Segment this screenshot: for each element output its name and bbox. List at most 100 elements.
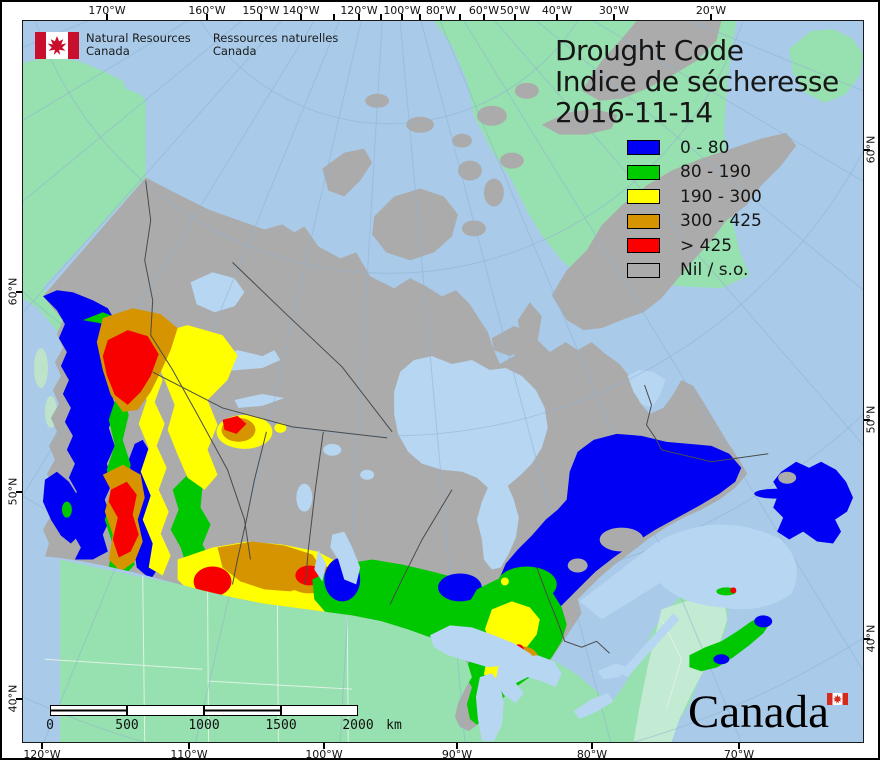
- tick: [591, 743, 593, 749]
- tick: [456, 743, 458, 749]
- nova-scotia: [689, 615, 772, 672]
- legend-label: 80 - 190: [680, 162, 752, 182]
- tick: [323, 743, 325, 749]
- logo-line: Natural Resources: [86, 31, 191, 45]
- tick: [440, 14, 442, 20]
- legend-row: 80 - 190: [627, 162, 762, 182]
- tick: [300, 14, 302, 20]
- tick: [358, 14, 360, 20]
- legend-label: Nil / s.o.: [680, 260, 749, 280]
- tick: [333, 14, 335, 20]
- legend-label: 300 - 425: [680, 211, 762, 231]
- axis-label: 40°N: [864, 624, 878, 653]
- lake-huron: [495, 655, 562, 704]
- axis-label: 80°W: [576, 748, 608, 760]
- gulf-water: [655, 524, 797, 610]
- legend-swatch-green: [627, 164, 660, 180]
- nil-patch-quebec: [599, 527, 644, 552]
- legend-swatch-blue: [627, 140, 660, 155]
- axis-label: 110°W: [170, 748, 208, 760]
- legend-swatch-yellow: [627, 189, 660, 204]
- dc-red-alberta: [193, 566, 232, 597]
- ontario-quebec-border: [536, 567, 610, 654]
- tick: [206, 14, 208, 20]
- tick: [16, 698, 22, 700]
- axis-label: 30°W: [598, 4, 630, 17]
- tick: [380, 14, 382, 20]
- scale-bar: [50, 705, 358, 716]
- nrcan-logo-text-fr: Ressources naturelles Canada: [213, 32, 339, 59]
- dc-blue-quebec: [499, 433, 742, 616]
- axis-label: 20°W: [695, 4, 727, 17]
- axis-label: 50°N: [864, 405, 878, 434]
- scale-segment: [127, 705, 204, 716]
- lake-erie: [573, 693, 614, 720]
- dc-green-quebec-south: [496, 566, 557, 603]
- dc-red-central-bc: [108, 481, 139, 558]
- map-frame: [22, 20, 864, 743]
- dc-red-great-slave: [222, 415, 247, 434]
- devon-island: [541, 108, 618, 135]
- legend-swatch-red: [627, 238, 660, 253]
- axis-label: 80°W: [425, 4, 457, 17]
- arctic-islands: [322, 21, 797, 357]
- axis-label: 40°N: [6, 684, 20, 713]
- manitoba-ontario-border: [389, 489, 453, 605]
- victoria-island: [372, 188, 458, 261]
- tick: [188, 743, 190, 749]
- axis-label: 120°W: [340, 4, 378, 17]
- nrcan-logo-text-en: Natural Resources Canada: [86, 32, 191, 59]
- tick: [401, 14, 403, 20]
- dc-red-north-bc: [102, 330, 159, 405]
- tick: [260, 14, 262, 20]
- tick: [556, 14, 558, 20]
- tick: [459, 14, 461, 20]
- axis-label: 140°W: [282, 4, 320, 17]
- maritime-lands: [42, 461, 854, 672]
- canada-drought-map: [23, 21, 863, 742]
- dc-yellow-dot: [500, 577, 509, 586]
- tick: [514, 14, 516, 20]
- st-lawrence-river: [619, 613, 680, 678]
- legend-row: 0 - 80: [627, 138, 762, 158]
- dc-yellow-bc-northeast: [152, 325, 238, 490]
- tick: [483, 14, 485, 20]
- legend-label: 190 - 300: [680, 186, 762, 207]
- nil-patch-quebec: [567, 558, 588, 573]
- logo-line: Canada: [212, 44, 257, 58]
- baffin-island: [551, 132, 797, 331]
- axis-label: 160°W: [188, 4, 226, 17]
- scale-label: 2000: [342, 718, 374, 733]
- axis-label: 60°N: [864, 135, 878, 164]
- southampton-island: [491, 326, 532, 357]
- scale-label: 0: [46, 718, 54, 733]
- dc-yellow-dot: [274, 422, 287, 433]
- axis-label: 40°W: [541, 4, 573, 17]
- legend-row: 300 - 425: [627, 211, 762, 231]
- lake-winnipegosis: [314, 549, 327, 582]
- axis-label: 60°N: [6, 277, 20, 306]
- legend: 0 - 80 80 - 190 190 - 300 300 - 425 > 42…: [627, 138, 762, 287]
- canada-flag-icon: [35, 32, 79, 59]
- tick: [613, 14, 615, 20]
- axis-label: 120°W: [23, 748, 61, 760]
- anticosti-island: [754, 488, 799, 499]
- title-fr: Indice de sécheresse: [555, 65, 839, 98]
- title-date: 2016-11-14: [555, 96, 713, 129]
- alaska-islands: [33, 348, 48, 388]
- cape-breton: [754, 615, 773, 628]
- ellesmere-island: [581, 21, 722, 101]
- quebec-labrador-border: [644, 384, 769, 463]
- legend-row: > 425: [627, 236, 762, 256]
- axis-label: 100°W: [383, 4, 421, 17]
- hudson-bay: [394, 356, 548, 570]
- alberta-sask-border: [232, 431, 267, 585]
- scale-label: 1000: [188, 718, 220, 733]
- tick: [419, 14, 421, 20]
- axis-label: 90°W: [441, 748, 473, 760]
- wordmark-text: Canada: [688, 686, 829, 738]
- legend-row: Nil / s.o.: [627, 260, 762, 280]
- tick: [710, 14, 712, 20]
- banks-island: [322, 148, 373, 197]
